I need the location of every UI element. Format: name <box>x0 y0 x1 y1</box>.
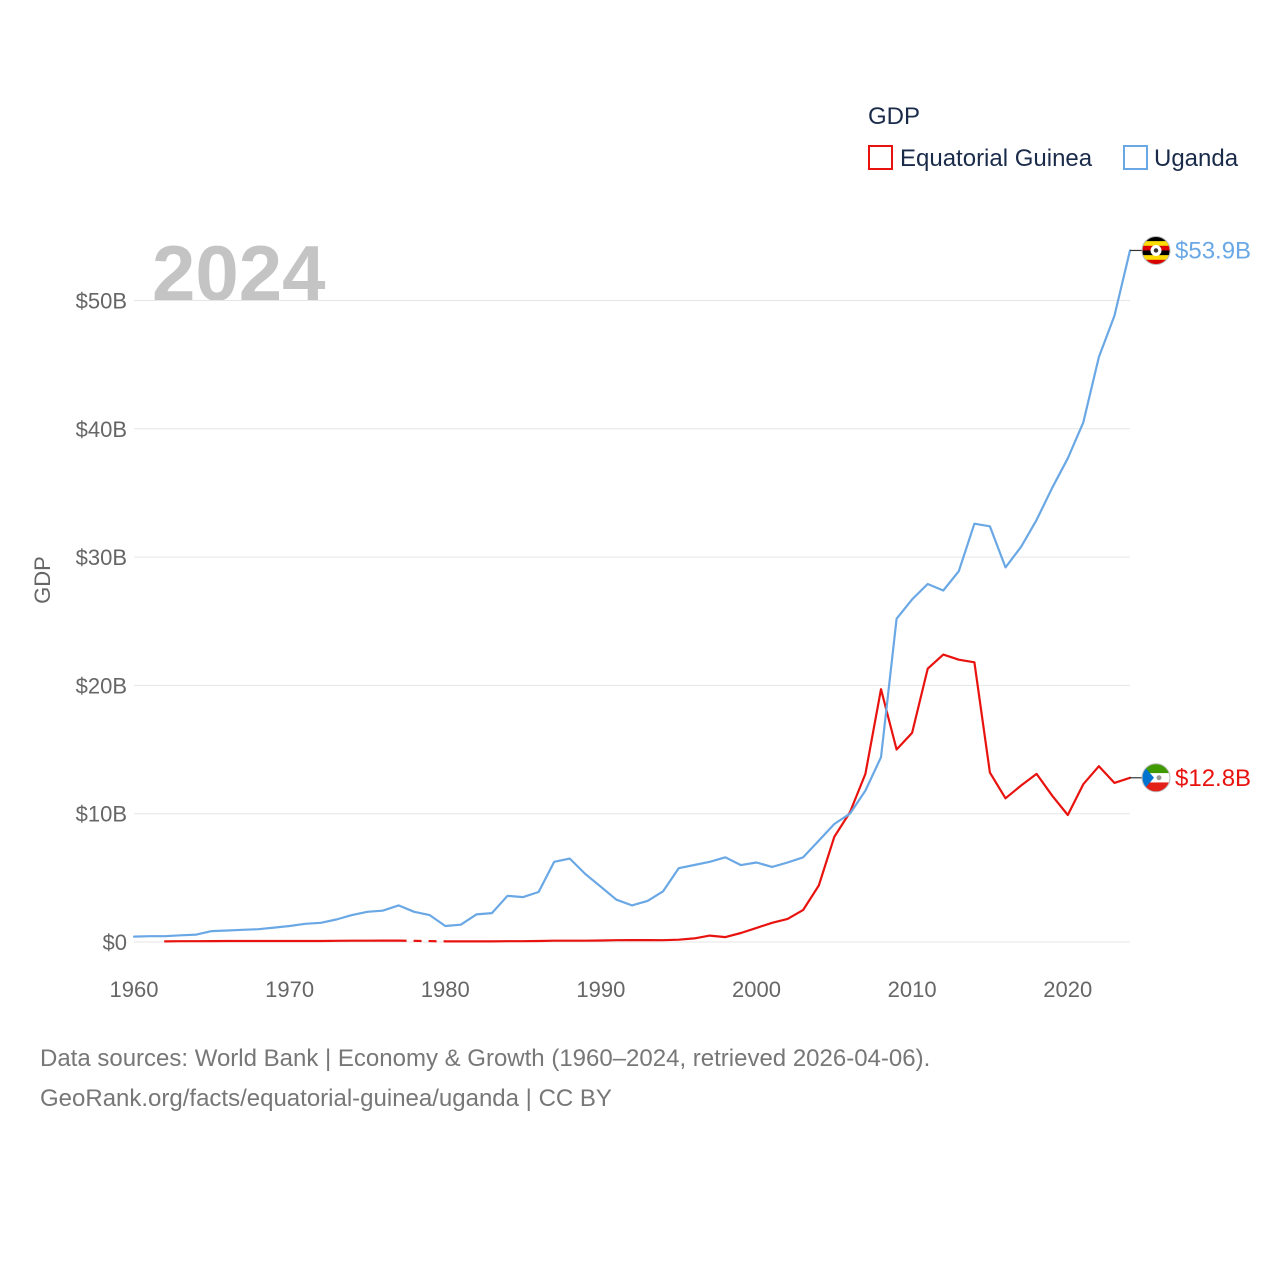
y-axis-title: GDP <box>30 556 55 604</box>
uganda-flag-icon <box>1141 235 1171 265</box>
series-line-equatorial-guinea[interactable] <box>444 653 1132 943</box>
series-line-equatorial-guinea[interactable] <box>164 939 400 943</box>
end-value-label-uganda: $53.9B <box>1175 237 1251 264</box>
end-value-label-equatorial-guinea: $12.8B <box>1175 765 1251 792</box>
y-tick-label: $20B <box>76 673 127 698</box>
x-tick-label: 1970 <box>265 977 314 1002</box>
x-tick-label: 1990 <box>576 977 625 1002</box>
legend-swatch-uganda[interactable] <box>1123 145 1148 170</box>
x-tick-label: 2000 <box>732 977 781 1002</box>
equatorial-guinea-flag-icon <box>1141 763 1171 793</box>
legend: GDP Equatorial Guinea Uganda <box>868 103 1239 172</box>
series-line-uganda[interactable] <box>132 249 1132 938</box>
y-tick-label: $40B <box>76 417 127 442</box>
gridlines <box>134 300 1130 943</box>
legend-swatch-equatorial-guinea[interactable] <box>868 145 893 170</box>
y-tick-label: $0 <box>103 930 127 955</box>
end-markers: $12.8B $53.9B <box>1130 235 1251 793</box>
series-gap-equatorial-guinea <box>398 939 446 943</box>
x-axis-ticks: 1960 1970 1980 1990 2000 2010 2020 <box>110 977 1093 1002</box>
year-label: 2024 <box>152 229 326 317</box>
legend-label-uganda[interactable]: Uganda <box>1154 145 1239 172</box>
legend-title: GDP <box>868 103 920 130</box>
footer-source: Data sources: World Bank | Economy & Gro… <box>40 1045 931 1072</box>
x-tick-label: 1980 <box>421 977 470 1002</box>
x-tick-label: 2010 <box>888 977 937 1002</box>
x-tick-label: 1960 <box>110 977 159 1002</box>
series-lines <box>132 249 1132 943</box>
y-tick-label: $50B <box>76 289 127 314</box>
y-axis-ticks: $0 $10B $20B $30B $40B $50B <box>76 289 127 956</box>
y-tick-label: $30B <box>76 545 127 570</box>
legend-label-equatorial-guinea[interactable]: Equatorial Guinea <box>900 145 1093 172</box>
y-tick-label: $10B <box>76 802 127 827</box>
x-tick-label: 2020 <box>1043 977 1092 1002</box>
footer-link[interactable]: GeoRank.org/facts/equatorial-guinea/ugan… <box>40 1085 612 1112</box>
